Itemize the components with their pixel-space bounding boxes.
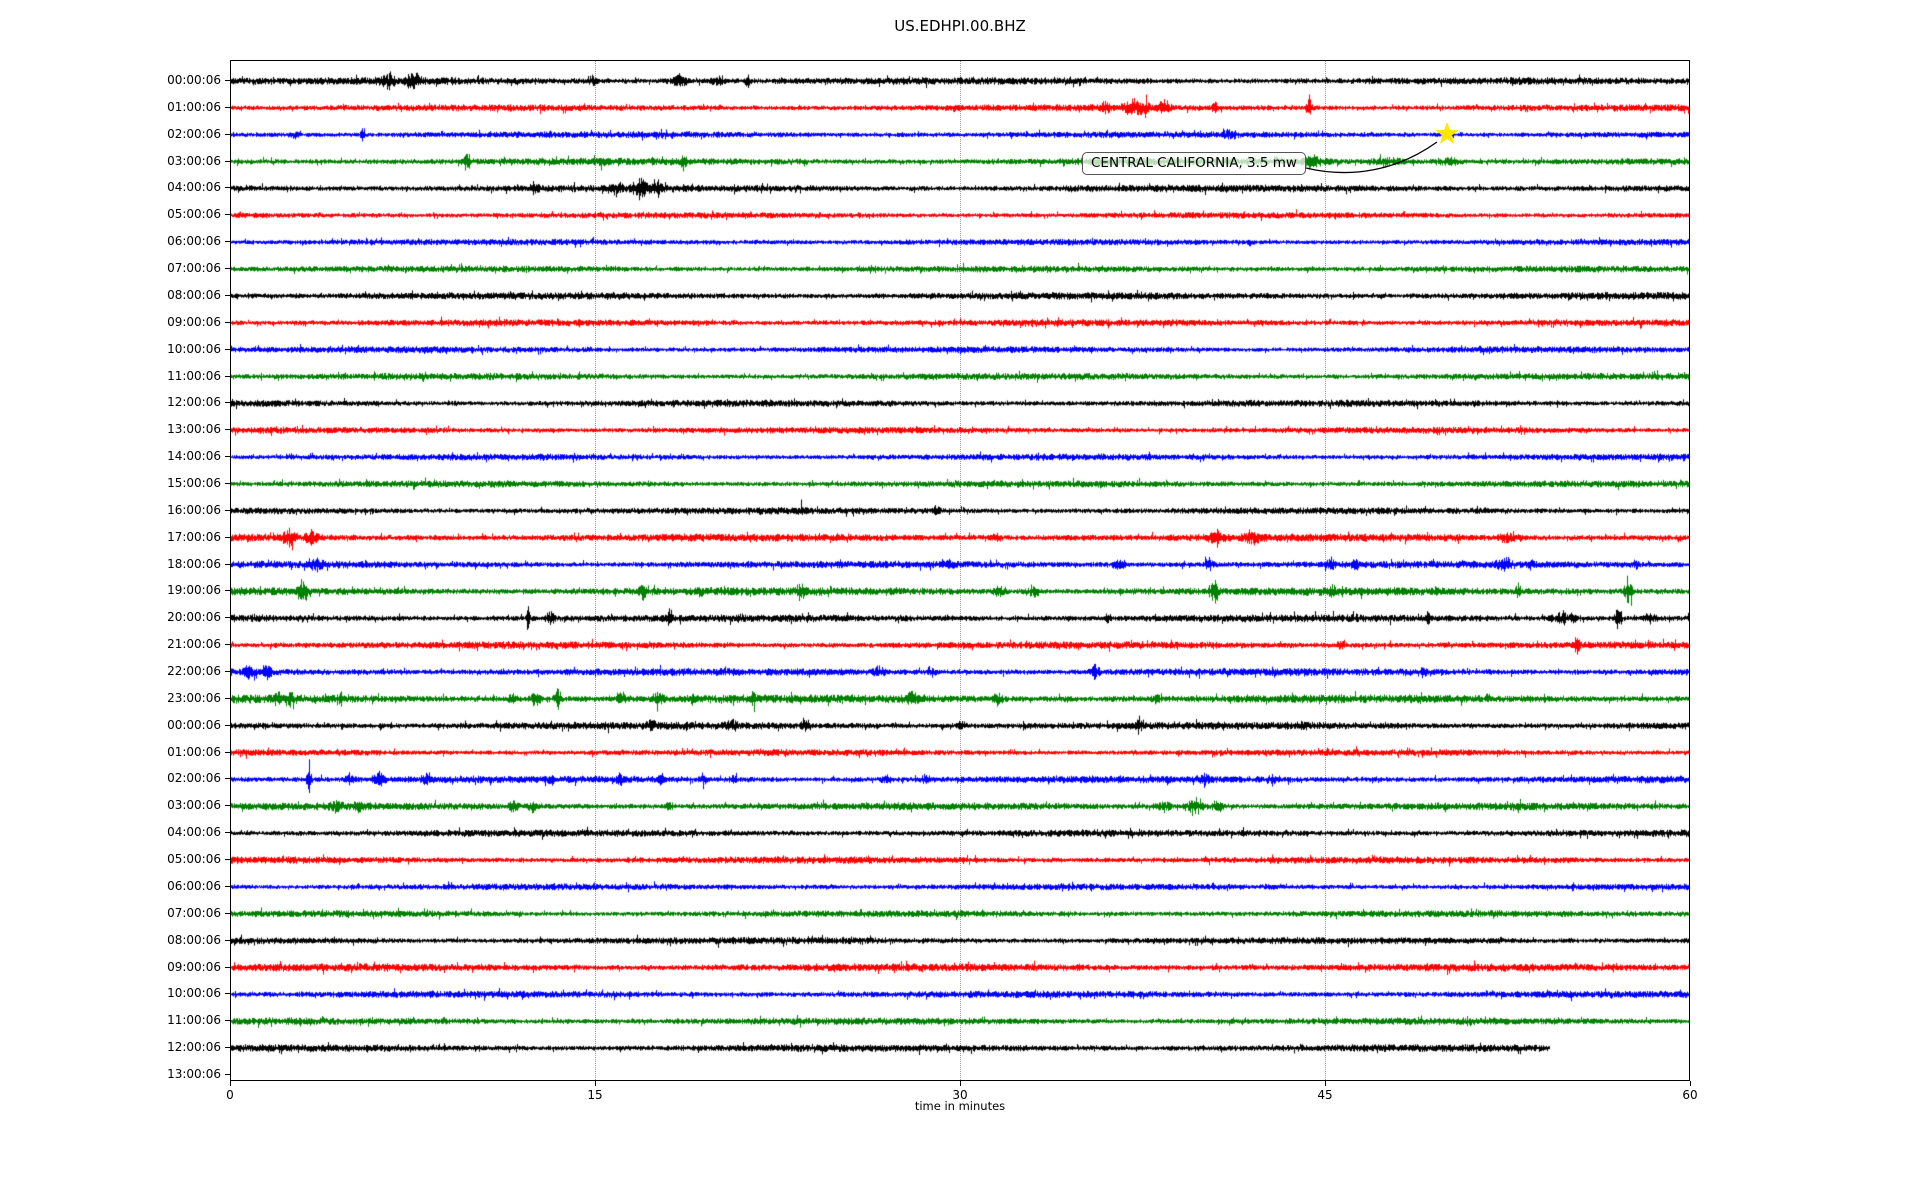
- y-tick: [225, 295, 230, 296]
- y-tick: [225, 725, 230, 726]
- y-tick: [225, 617, 230, 618]
- plot-area: [230, 60, 1690, 1081]
- x-tick: [230, 1081, 231, 1086]
- x-tick: [1690, 1081, 1691, 1086]
- y-tick: [225, 80, 230, 81]
- y-tick: [225, 376, 230, 377]
- y-tick-label: 04:00:06: [167, 180, 221, 194]
- y-tick: [225, 698, 230, 699]
- y-tick-label: 13:00:06: [167, 422, 221, 436]
- y-tick-label: 06:00:06: [167, 879, 221, 893]
- x-tick-label: 30: [952, 1088, 968, 1102]
- y-tick: [225, 483, 230, 484]
- y-tick: [225, 1020, 230, 1021]
- x-tick-label: 45: [1317, 1088, 1333, 1102]
- y-tick-label: 20:00:06: [167, 610, 221, 624]
- y-tick-label: 10:00:06: [167, 986, 221, 1000]
- x-tick: [595, 1081, 596, 1086]
- y-tick: [225, 752, 230, 753]
- x-tick-label: 15: [587, 1088, 603, 1102]
- y-tick: [225, 993, 230, 994]
- y-tick-label: 00:00:06: [167, 73, 221, 87]
- y-tick-label: 14:00:06: [167, 449, 221, 463]
- y-tick-label: 10:00:06: [167, 342, 221, 356]
- y-tick-label: 03:00:06: [167, 154, 221, 168]
- x-tick-label: 60: [1682, 1088, 1698, 1102]
- y-tick-label: 06:00:06: [167, 234, 221, 248]
- y-tick: [225, 886, 230, 887]
- y-tick: [225, 456, 230, 457]
- y-tick: [225, 859, 230, 860]
- y-tick-label: 11:00:06: [167, 369, 221, 383]
- y-tick: [225, 940, 230, 941]
- y-tick: [225, 322, 230, 323]
- y-tick-label: 12:00:06: [167, 1040, 221, 1054]
- y-tick-label: 02:00:06: [167, 771, 221, 785]
- y-tick: [225, 537, 230, 538]
- y-tick: [225, 187, 230, 188]
- y-tick-label: 16:00:06: [167, 503, 221, 517]
- y-tick-label: 08:00:06: [167, 288, 221, 302]
- y-tick: [225, 429, 230, 430]
- y-tick: [225, 268, 230, 269]
- y-tick: [225, 1074, 230, 1075]
- y-tick-label: 09:00:06: [167, 315, 221, 329]
- y-tick-label: 19:00:06: [167, 583, 221, 597]
- y-tick: [225, 402, 230, 403]
- y-tick-label: 07:00:06: [167, 906, 221, 920]
- chart-title: US.EDHPI.00.BHZ: [894, 17, 1026, 35]
- y-tick: [225, 161, 230, 162]
- y-tick: [225, 671, 230, 672]
- y-tick-label: 04:00:06: [167, 825, 221, 839]
- y-tick: [225, 564, 230, 565]
- y-tick-label: 00:00:06: [167, 718, 221, 732]
- y-tick: [225, 1047, 230, 1048]
- y-tick: [225, 805, 230, 806]
- y-tick-label: 08:00:06: [167, 933, 221, 947]
- y-tick: [225, 967, 230, 968]
- y-tick-label: 21:00:06: [167, 637, 221, 651]
- y-tick-label: 11:00:06: [167, 1013, 221, 1027]
- y-tick-label: 13:00:06: [167, 1067, 221, 1081]
- y-tick: [225, 241, 230, 242]
- event-star-icon: [1435, 122, 1459, 144]
- y-tick-label: 03:00:06: [167, 798, 221, 812]
- trace-canvas: [231, 61, 1689, 1080]
- y-tick: [225, 510, 230, 511]
- y-tick-label: 01:00:06: [167, 745, 221, 759]
- y-tick: [225, 913, 230, 914]
- y-tick: [225, 214, 230, 215]
- y-tick-label: 23:00:06: [167, 691, 221, 705]
- y-tick-label: 09:00:06: [167, 960, 221, 974]
- y-tick: [225, 644, 230, 645]
- y-tick: [225, 590, 230, 591]
- y-tick-label: 07:00:06: [167, 261, 221, 275]
- x-axis-title: time in minutes: [914, 1099, 1006, 1113]
- y-tick: [225, 134, 230, 135]
- y-tick: [225, 832, 230, 833]
- y-tick-label: 05:00:06: [167, 207, 221, 221]
- y-tick-label: 05:00:06: [167, 852, 221, 866]
- y-tick-label: 15:00:06: [167, 476, 221, 490]
- y-tick: [225, 778, 230, 779]
- y-tick-label: 01:00:06: [167, 100, 221, 114]
- y-tick-label: 17:00:06: [167, 530, 221, 544]
- y-tick: [225, 107, 230, 108]
- y-tick-label: 22:00:06: [167, 664, 221, 678]
- y-tick-label: 02:00:06: [167, 127, 221, 141]
- x-tick-label: 0: [226, 1088, 234, 1102]
- x-tick: [1325, 1081, 1326, 1086]
- y-tick-label: 18:00:06: [167, 557, 221, 571]
- x-tick: [960, 1081, 961, 1086]
- y-tick: [225, 349, 230, 350]
- event-annotation: CENTRAL CALIFORNIA, 3.5 mw: [1082, 152, 1306, 175]
- y-tick-label: 12:00:06: [167, 395, 221, 409]
